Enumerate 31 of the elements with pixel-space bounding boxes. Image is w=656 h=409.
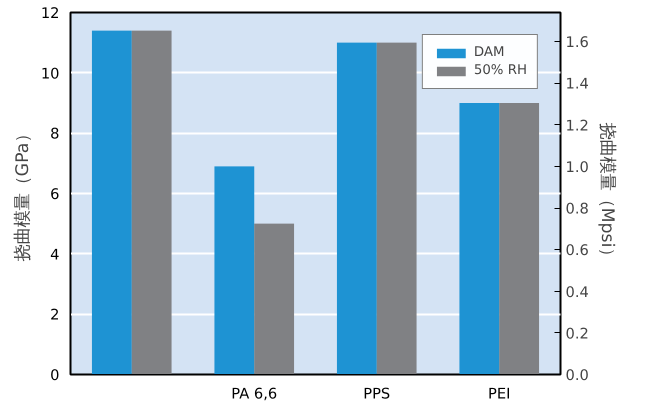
y2-tick-label: 1.0 <box>566 158 589 176</box>
y-tick-label: 4 <box>50 246 60 264</box>
y-axis-title: 挠曲模量（GPa） <box>12 126 33 262</box>
y-tick-label: 2 <box>50 306 60 324</box>
legend-label: 50% RH <box>474 63 527 78</box>
y-tick-label: 6 <box>50 186 60 203</box>
bar <box>336 42 377 374</box>
y2-tick-label: 0.0 <box>566 367 589 384</box>
bar <box>376 42 417 374</box>
y2-tick-label: 1.2 <box>566 117 589 134</box>
bar <box>132 30 172 374</box>
y-tick-label: 10 <box>40 65 60 82</box>
y2-tick-label: 0.8 <box>566 200 589 218</box>
bar <box>92 30 132 374</box>
bar <box>499 103 540 374</box>
y2-axis-title: 挠曲模量（Mpsi） <box>596 122 617 264</box>
y2-tick-label: 0.6 <box>566 242 589 260</box>
legend-label: DAM <box>474 45 504 60</box>
y2-tick-label: 1.4 <box>566 76 589 93</box>
y-tick-label: 8 <box>50 126 60 143</box>
x-tick-label: PPS <box>363 386 390 402</box>
y2-tick-label: 0.2 <box>566 325 589 342</box>
y-tick-label: 0 <box>50 367 60 384</box>
x-tick-label: PA 6,6 <box>231 386 278 402</box>
bar <box>459 103 500 374</box>
bar <box>214 166 254 374</box>
y2-tick-label: 0.4 <box>566 284 589 301</box>
bar <box>254 224 294 374</box>
x-tick-label: PEI <box>488 386 510 402</box>
y-tick-label: 12 <box>40 5 60 22</box>
y2-tick-label: 1.6 <box>566 34 589 52</box>
